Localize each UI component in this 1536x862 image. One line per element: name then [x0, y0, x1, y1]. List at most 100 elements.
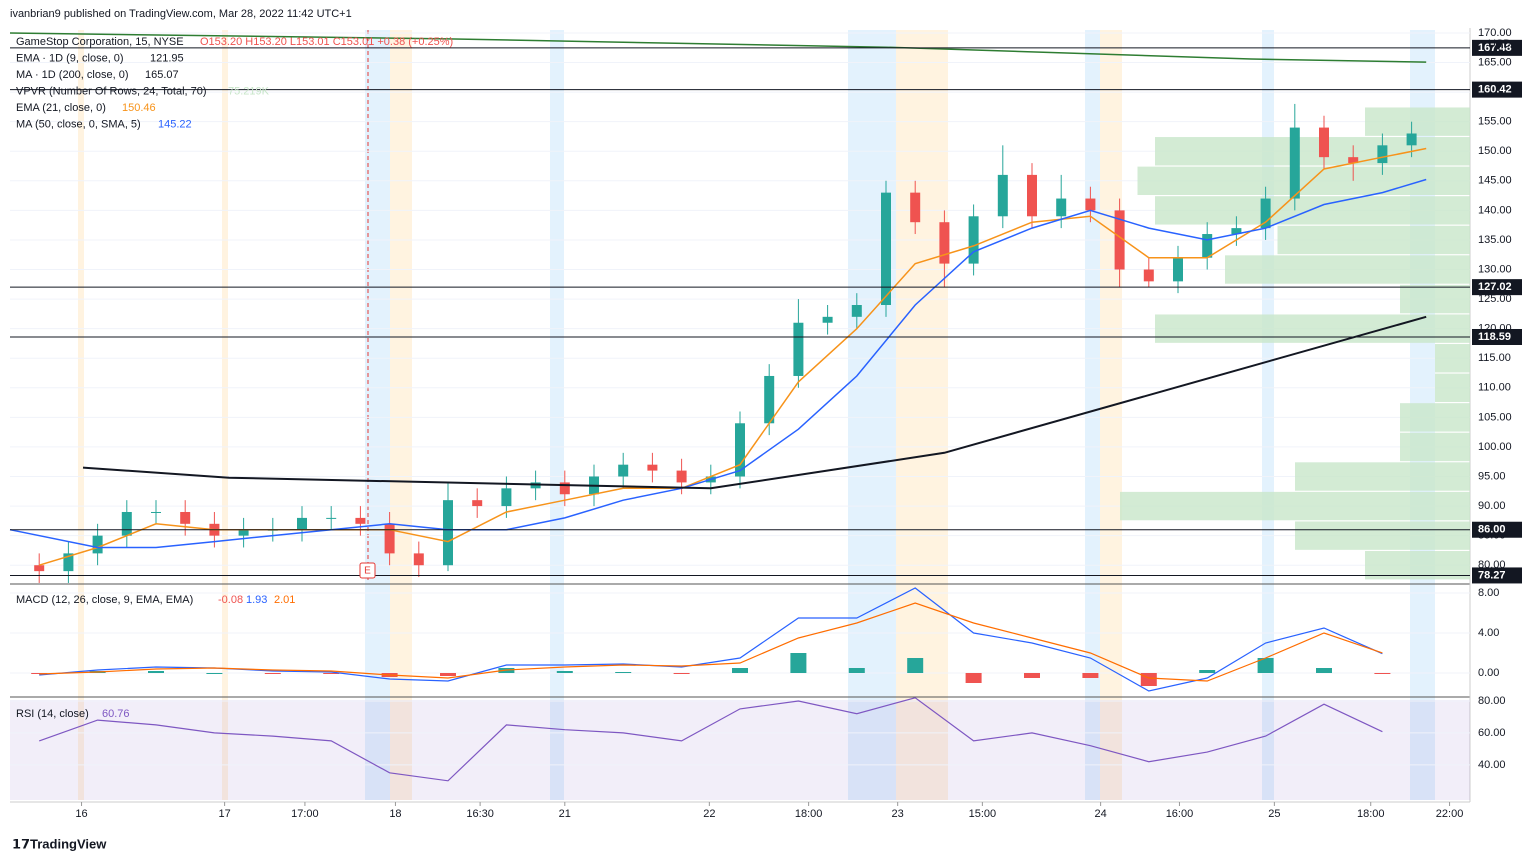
candle-body	[881, 192, 891, 305]
histogram-bar	[1082, 673, 1099, 678]
band	[365, 30, 390, 800]
indicator-value: 145.22	[158, 118, 192, 130]
candle-body	[968, 216, 979, 264]
histogram-bar	[556, 671, 573, 673]
vpvr-row	[1435, 344, 1470, 373]
y-tick-label: 0.00	[1478, 667, 1499, 679]
indicator-line	[9, 178, 1427, 549]
candle-body	[1027, 174, 1037, 217]
y-tick-label: 4.00	[1478, 627, 1499, 639]
candle-body	[1173, 257, 1183, 282]
vpvr-row	[1400, 403, 1470, 432]
y-tick-label: 95.00	[1478, 470, 1506, 482]
level-label-bg	[1472, 81, 1522, 98]
histogram-bar	[1374, 673, 1391, 674]
y-tick-label: 40.00	[1478, 759, 1506, 771]
vpvr-row	[1295, 521, 1470, 550]
candle-body	[501, 488, 512, 507]
level-label-bg	[1472, 521, 1522, 538]
y-tick-label: 155.00	[1478, 116, 1512, 128]
indicator-value: 150.46	[122, 102, 156, 114]
y-tick-label: 90.00	[1478, 500, 1506, 512]
histogram-bar	[732, 668, 748, 673]
band	[1085, 30, 1100, 800]
candle-body	[851, 305, 862, 317]
level-label: 78.27	[1478, 569, 1506, 581]
histogram-bar	[1257, 658, 1274, 673]
band	[390, 30, 412, 800]
level-label-bg	[1472, 39, 1522, 56]
histogram-bar	[848, 668, 865, 673]
histogram-bar	[1199, 670, 1216, 673]
histogram-bar	[1024, 673, 1040, 678]
y-tick-label: 125.00	[1478, 293, 1512, 305]
vpvr-row	[1277, 225, 1470, 255]
candle-body	[647, 464, 658, 471]
candle-body	[822, 316, 833, 323]
histogram-bar	[264, 673, 281, 674]
indicator-name: MA · 1D (200, close, 0)	[16, 69, 129, 81]
candle-body	[793, 322, 804, 376]
candle-body	[618, 464, 629, 477]
y-tick-label: 110.00	[1478, 382, 1511, 394]
vpvr-row	[1295, 462, 1470, 491]
vpvr-row	[1155, 137, 1470, 166]
histogram-bar	[1316, 668, 1332, 673]
candle-body	[472, 500, 483, 507]
indicator-name: VPVR (Number Of Rows, 24, Total, 70)	[16, 85, 207, 97]
histogram-bar	[790, 653, 807, 673]
publish-header: ivanbrian9 published on TradingView.com,…	[10, 8, 352, 20]
indicator-name: EMA · 1D (9, close, 0)	[16, 52, 124, 64]
macd-title: MACD (12, 26, close, 9, EMA, EMA)	[16, 594, 193, 606]
brand: TradingView	[30, 836, 107, 851]
candle-body	[1231, 228, 1242, 235]
histogram-bar	[615, 672, 632, 673]
y-tick-label: 140.00	[1478, 204, 1512, 216]
ohlc: O153.20 H153.20 L153.01 C153.01 +0.38 (+…	[200, 36, 453, 48]
level-label: 127.02	[1478, 281, 1512, 293]
y-tick-label: 60.00	[1478, 727, 1506, 739]
x-tick-label: 25	[1268, 808, 1280, 820]
x-tick-label: 15:00	[969, 808, 997, 820]
rsi-background	[10, 700, 1470, 800]
level-label-bg	[1472, 328, 1522, 345]
band	[848, 30, 896, 800]
candle-body	[238, 529, 249, 536]
candle-body	[297, 517, 307, 530]
candle-body	[1085, 198, 1096, 211]
level-label: 86.00	[1478, 524, 1506, 536]
histogram-bar	[965, 673, 982, 683]
session-bands	[78, 30, 1435, 800]
candle-body	[997, 174, 1008, 217]
y-tick-label: 145.00	[1478, 175, 1512, 187]
x-tick-label: 16:30	[466, 808, 494, 820]
y-tick-label: 105.00	[1478, 411, 1512, 423]
histogram-bar	[673, 673, 690, 674]
indicator-line	[82, 315, 1427, 490]
candle-body	[910, 192, 921, 223]
vpvr-row	[1137, 166, 1470, 195]
x-tick-label: 16	[75, 808, 87, 820]
macd-value: -0.08	[218, 594, 243, 606]
x-tick-label: 18:00	[1357, 808, 1385, 820]
x-tick-label: 17	[218, 808, 230, 820]
histogram-bar	[440, 673, 456, 676]
indicator-line	[9, 32, 1427, 63]
candle-body	[443, 500, 453, 566]
candle-body	[1406, 133, 1417, 146]
currency: USD	[1488, 38, 1511, 50]
y-tick-label: 8.00	[1478, 587, 1499, 599]
candle-body	[34, 565, 45, 572]
vpvr-row	[1365, 551, 1470, 580]
brand-logo: 𝟭𝟳	[12, 836, 30, 851]
histogram-bar	[323, 673, 340, 674]
band	[1100, 30, 1122, 800]
symbol: GameStop Corporation, 15, NYSE	[16, 36, 184, 48]
candle-body	[764, 375, 775, 424]
band	[550, 30, 564, 800]
candle-body	[355, 517, 366, 524]
candle-body	[1114, 210, 1125, 270]
band	[78, 30, 84, 800]
candle-body	[1377, 145, 1388, 164]
